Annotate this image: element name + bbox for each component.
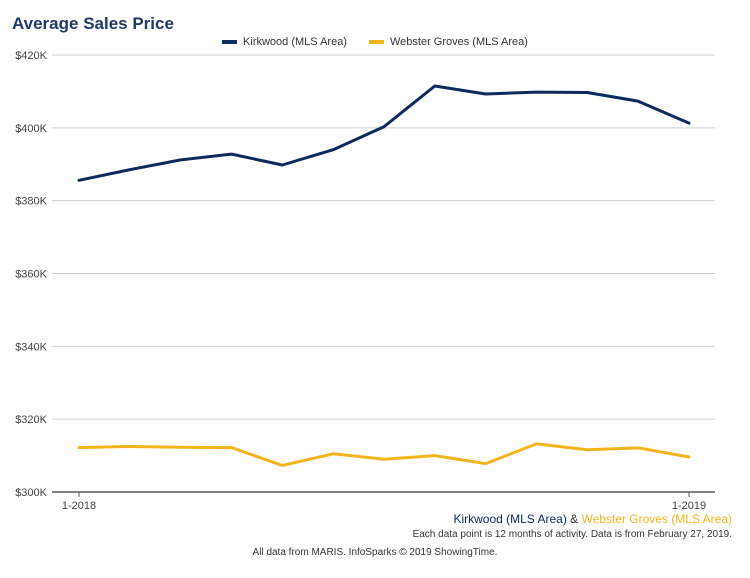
y-tick-label: $340K xyxy=(15,341,47,353)
series-line-kirkwood xyxy=(77,84,691,182)
footer-series-kirkwood: Kirkwood (MLS Area) xyxy=(453,512,567,526)
data-source: All data from MARIS. InfoSparks © 2019 S… xyxy=(252,547,498,558)
series-line-webster-groves xyxy=(77,442,691,467)
legend-swatch-kirkwood xyxy=(222,40,238,44)
legend-swatch-webster-groves xyxy=(368,40,384,44)
y-tick-label: $300K xyxy=(15,487,47,499)
legend-label-webster-groves: Webster Groves (MLS Area) xyxy=(389,36,528,48)
legend-label-kirkwood: Kirkwood (MLS Area) xyxy=(243,36,347,48)
footer-legend: Kirkwood (MLS Area) & Webster Groves (ML… xyxy=(453,512,732,526)
legend-item-webster-groves[interactable]: Webster Groves (MLS Area) xyxy=(368,36,528,48)
chart-title: Average Sales Price xyxy=(12,14,174,33)
chart-legend: Kirkwood (MLS Area) Webster Groves (MLS … xyxy=(0,36,750,48)
y-tick-label: $360K xyxy=(15,269,47,281)
x-tick-label: 1-2019 xyxy=(672,500,706,510)
y-tick-label: $320K xyxy=(15,414,47,426)
x-tick-label: 1-2018 xyxy=(62,500,96,510)
y-tick-label: $420K xyxy=(15,50,47,62)
line-chart: $300K $320K $340K $360K $380K $400K $420K 1-201… xyxy=(15,50,715,510)
y-tick-label: $400K xyxy=(15,123,47,135)
legend-item-kirkwood[interactable]: Kirkwood (MLS Area) xyxy=(222,36,347,48)
y-tick-label: $380K xyxy=(15,196,47,208)
footer-ampersand: & xyxy=(566,512,582,526)
data-note: Each data point is 12 months of activity… xyxy=(412,529,732,540)
footer-series-webster-groves: Webster Groves (MLS Area) xyxy=(581,512,733,526)
